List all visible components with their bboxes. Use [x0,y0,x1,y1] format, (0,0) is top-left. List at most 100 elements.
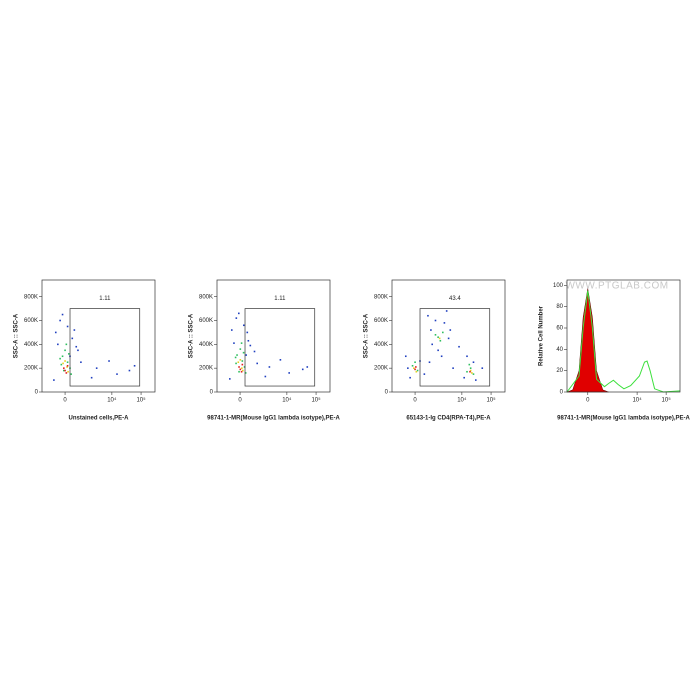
plot-frame [216,279,331,393]
event-dot [423,373,426,375]
y-tick-label: 40 [556,347,563,353]
event-dot [237,312,240,315]
y-tick-label: 600K [199,318,213,324]
y-tick-label: 0 [385,390,389,396]
event-dot [240,342,243,344]
event-dot [71,337,74,340]
event-dot [234,356,237,359]
event-dot [439,339,442,342]
event-dot [116,373,118,375]
event-dot [442,331,444,334]
event-dot [62,362,64,365]
event-dot [61,313,64,316]
event-dot [463,376,465,379]
event-dot [66,361,69,364]
event-dot [468,363,471,366]
event-dot [128,369,131,372]
event-dot [235,317,238,319]
event-dot [244,372,247,374]
event-dot [469,367,472,369]
y-tick-label: 600K [374,318,388,324]
x-tick-label: 0 [63,398,67,404]
y-axis-label: SSC-A :: SSC-A [364,313,370,358]
event-dot [472,361,475,364]
event-dot [430,329,432,331]
event-dot [415,370,418,373]
event-dot [411,364,414,367]
event-dot [452,367,454,369]
gate-label: 43.4 [449,296,461,302]
event-dot [427,314,429,317]
event-dot [471,372,473,374]
event-dot [75,345,78,348]
event-dot [229,378,231,380]
gate [244,308,316,387]
event-dot [57,343,59,346]
x-axis-label: 65143-1-Ig CD4(RPA-T4),PE-A [406,416,491,422]
x-tick-label: 0 [413,398,417,404]
event-dot [242,351,245,354]
gate [419,308,491,387]
y-tick-label: 0 [35,390,39,396]
event-dot [249,344,252,347]
event-dot [472,373,475,375]
y-axis-label: SSC-A :: SSC-A [14,313,20,358]
x-tick-label: 0 [238,398,242,404]
event-dot [240,370,243,373]
event-dot [437,336,439,338]
event-dot [428,361,431,364]
event-dot [59,357,61,360]
event-dot [80,361,82,364]
event-dot [412,367,415,369]
y-tick-label: 60 [556,326,563,332]
event-dot [407,367,409,369]
event-dot [242,369,244,372]
event-dot [434,319,437,322]
event-dot [416,369,419,372]
x-tick-label: 10⁴ [107,397,117,404]
event-dot [256,362,258,365]
event-dot [90,376,93,379]
plot-frame [41,279,156,393]
x-tick-label: 10⁵ [662,397,672,404]
event-dot [437,349,439,352]
event-dot [77,349,79,352]
event-dot [306,366,309,368]
gate-label: 1.11 [99,296,111,302]
x-tick-label: 10⁵ [311,397,321,404]
event-dot [64,360,66,362]
event-dot [238,366,240,368]
event-dot [241,367,243,369]
event-dot [53,379,55,381]
y-tick-label: 800K [24,294,38,300]
event-dot [60,363,63,366]
event-dot [458,345,460,348]
event-dot [59,319,61,322]
y-tick-label: 400K [199,342,213,348]
event-dot [65,372,68,374]
event-dot [404,355,407,358]
event-dot [415,366,417,368]
y-tick-label: 600K [24,318,38,324]
event-dot [65,343,68,346]
y-tick-label: 800K [199,294,213,300]
y-tick-label: 200K [199,366,213,372]
y-tick-label: 800K [374,294,388,300]
watermark: WWW.PTGLAB.COM [565,281,668,292]
event-dot [108,360,110,362]
x-axis-label: Unstained cells,PE-A [68,416,129,422]
event-dot [66,366,68,368]
event-dot [246,331,249,334]
y-axis-label: SSC-A :: SSC-A [189,313,195,358]
event-dot [243,324,245,327]
y-tick-label: 80 [556,304,563,310]
event-dot [440,355,443,358]
y-tick-label: 200K [374,366,388,372]
event-dot [62,369,65,372]
event-dot [466,355,468,358]
event-dot [64,369,66,372]
event-dot [466,370,468,373]
event-dot [245,354,247,356]
